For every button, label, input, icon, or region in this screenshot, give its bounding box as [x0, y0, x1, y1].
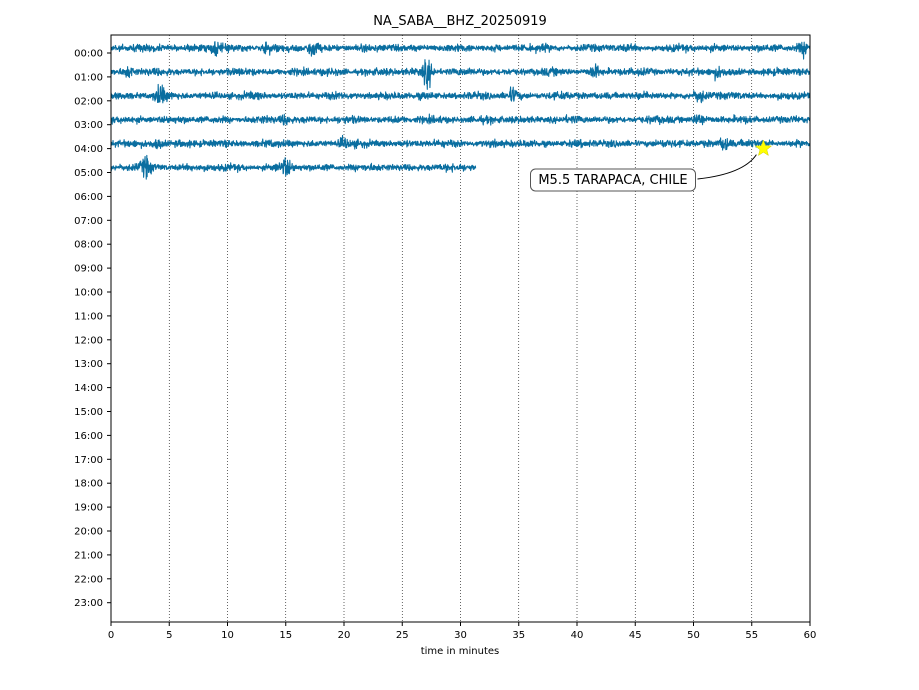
y-ticks: 00:00 01:00 02:00 03:00 04:00 05:00 06:00 07:00… — [74, 49, 111, 609]
y-tick-label: 09:00 — [74, 264, 103, 275]
y-tick-label: 03:00 — [74, 120, 103, 131]
trace-0500 — [110, 154, 477, 180]
trace-0000 — [110, 41, 811, 60]
annotation-arrow — [697, 154, 757, 180]
y-tick-label: 08:00 — [74, 240, 103, 251]
y-tick-label: 19:00 — [74, 503, 103, 514]
y-tick-label: 21:00 — [74, 550, 103, 561]
chart-title: NA_SABA__BHZ_20250919 — [373, 14, 547, 29]
y-tick-label: 15:00 — [74, 407, 103, 418]
x-tick-label: 20 — [338, 630, 351, 641]
x-tick-label: 50 — [687, 630, 700, 641]
x-tick-label: 30 — [454, 630, 467, 641]
trace-0100 — [110, 59, 811, 90]
y-tick-label: 17:00 — [74, 455, 103, 466]
x-tick-label: 15 — [279, 630, 292, 641]
event-annotation: M5.5 TARAPACA, CHILE — [530, 139, 773, 192]
plot-frame — [110, 34, 811, 623]
x-tick-label: 55 — [745, 630, 758, 641]
trace-0300 — [110, 113, 811, 126]
annotation-text: M5.5 TARAPACA, CHILE — [538, 173, 687, 188]
y-tick-label: 12:00 — [74, 335, 103, 346]
y-tick-label: 16:00 — [74, 431, 103, 442]
x-tick-label: 25 — [396, 630, 409, 641]
y-tick-label: 02:00 — [74, 96, 103, 107]
x-tick-label: 45 — [629, 630, 642, 641]
y-tick-label: 13:00 — [74, 359, 103, 370]
y-tick-label: 06:00 — [74, 192, 103, 203]
x-tick-label: 35 — [512, 630, 525, 641]
x-tick-label: 10 — [221, 630, 234, 641]
grid-lines — [168, 35, 753, 622]
annotation-box — [530, 168, 696, 192]
event-star-marker — [754, 139, 773, 157]
y-tick-label: 11:00 — [74, 311, 103, 322]
y-tick-label: 10:00 — [74, 288, 103, 299]
x-tick-label: 40 — [571, 630, 584, 641]
trace-0200 — [110, 83, 811, 104]
y-tick-label: 20:00 — [74, 527, 103, 538]
y-tick-label: 00:00 — [74, 49, 103, 60]
y-tick-label: 18:00 — [74, 479, 103, 490]
x-ticks: 0 5 10 15 20 25 30 35 40 45 50 55 60 — [108, 622, 817, 641]
x-axis-label: time in minutes — [421, 646, 500, 657]
trace-lines — [110, 41, 811, 180]
x-tick-label: 0 — [108, 630, 114, 641]
y-tick-label: 01:00 — [74, 72, 103, 83]
trace-0400 — [110, 134, 811, 151]
x-tick-label: 5 — [166, 630, 172, 641]
x-tick-label: 60 — [804, 630, 817, 641]
y-tick-label: 14:00 — [74, 383, 103, 394]
y-tick-label: 04:00 — [74, 144, 103, 155]
y-tick-label: 05:00 — [74, 168, 103, 179]
y-tick-label: 07:00 — [74, 216, 103, 227]
y-tick-label: 23:00 — [74, 598, 103, 609]
y-tick-label: 22:00 — [74, 574, 103, 585]
